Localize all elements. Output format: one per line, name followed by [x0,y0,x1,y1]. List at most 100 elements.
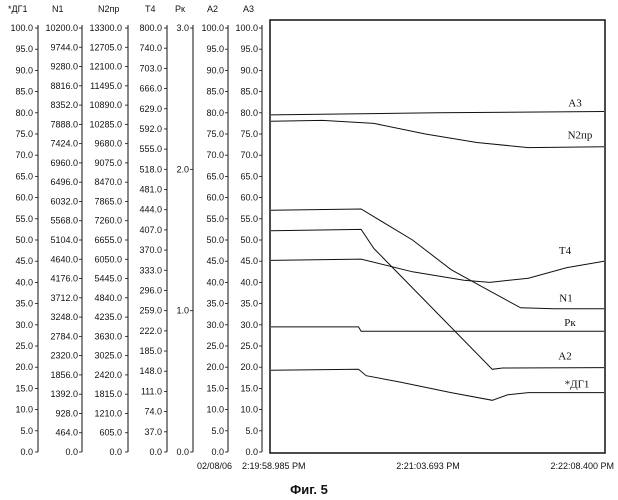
axis-tick-label: 296.0 [139,285,162,295]
axis-tick-label: 50.0 [15,235,33,245]
axis-tick-label: 13300.0 [89,23,122,33]
axis-tick-label: 55.0 [240,214,258,224]
axis-tick-label: 20.0 [240,362,258,372]
axis-tick-label: 80.0 [15,108,33,118]
series-label-t4: T4 [559,245,572,257]
axis-tick-label: 10200.0 [45,23,78,33]
axis-tick-label: 259.0 [139,306,162,316]
date-label: 02/08/06 [197,461,232,471]
axis-tick-label: 0.0 [149,447,162,457]
axis-tick-label: 55.0 [15,214,33,224]
axis-tick-label: 50.0 [240,235,258,245]
axis-tick-label: 6655.0 [94,235,122,245]
axis-a3-title: A3 [243,4,254,14]
axis-a2: A2100.095.090.085.080.075.070.065.060.05… [201,4,228,457]
axis-tick-label: 15.0 [206,383,224,393]
axis-tick-label: 3248.0 [50,312,78,322]
series-label-n2pr: N2пр [568,130,593,142]
axis-tick-label: 60.0 [240,193,258,203]
axis-tick-label: 85.0 [240,87,258,97]
axis-tick-label: 8352.0 [50,100,78,110]
axis-t4: T4800.0740.0703.0666.0629.0592.0555.0518… [139,4,167,457]
label-layer: A3N2прT4N1PкA2*ДГ1 [558,98,593,391]
axis-tick-label: 6960.0 [50,158,78,168]
time-tick-label: 2:22:08.400 PM [550,461,614,471]
series-layer [271,112,604,401]
axis-tick-label: 464.0 [55,428,78,438]
axis-tick-label: 45.0 [15,256,33,266]
axis-tick-label: 370.0 [139,245,162,255]
series-line-dg1 [271,369,604,400]
axis-tick-label: 55.0 [206,214,224,224]
axis-tick-label: 1392.0 [50,389,78,399]
axis-tick-label: 0.0 [245,447,258,457]
axis-tick-label: 2420.0 [94,370,122,380]
series-label-pk: Pк [564,317,576,329]
axis-tick-label: 481.0 [139,185,162,195]
axis-tick-label: 5.0 [211,426,224,436]
axis-tick-label: 1856.0 [50,370,78,380]
axis-t4-title: T4 [145,4,156,14]
axis-tick-label: 5.0 [20,426,33,436]
series-line-pk [271,327,604,331]
axis-tick-label: 8470.0 [94,177,122,187]
axis-tick-label: 629.0 [139,104,162,114]
axis-n1: N110200.09744.09280.08816.08352.07888.07… [45,4,82,457]
axis-tick-label: 9680.0 [94,139,122,149]
axis-tick-label: 35.0 [15,299,33,309]
axis-tick-label: 0.0 [65,447,78,457]
axis-tick-label: 75.0 [15,129,33,139]
axis-tick-label: 3630.0 [94,331,122,341]
axis-tick-label: 100.0 [235,23,258,33]
axis-tick-label: 80.0 [240,108,258,118]
axis-a3: A3100.095.090.085.080.075.070.065.060.05… [235,4,262,457]
axis-dg1: *ДГ1100.095.090.085.080.075.070.065.060.… [8,4,38,457]
series-line-a3 [271,112,604,115]
axis-tick-label: 25.0 [15,341,33,351]
trend-chart: *ДГ1 100.0 95.0 90.0 85.0 80.0 75.0 70.0 65.0 60.… [0,0,618,500]
time-tick-label: 2:19:58.985 PM [242,461,306,471]
axis-tick-label: 111.0 [141,386,162,396]
axis-tick-label: 9744.0 [50,42,78,52]
axis-tick-label: 90.0 [15,65,33,75]
axis-tick-label: 222.0 [139,326,162,336]
axis-tick-label: 6496.0 [50,177,78,187]
axis-tick-label: 2320.0 [50,351,78,361]
series-label-a2: A2 [558,351,571,363]
axis-tick-label: 60.0 [206,193,224,203]
axis-tick-label: 5104.0 [50,235,78,245]
axis-tick-label: 0.0 [20,447,33,457]
axis-tick-label: 518.0 [139,164,162,174]
axis-a2-title: A2 [207,4,218,14]
series-line-n2pr [271,120,604,147]
axis-tick-label: 95.0 [240,44,258,54]
axis-tick-label: 15.0 [15,383,33,393]
axis-tick-label: 9075.0 [94,158,122,168]
axis-tick-label: 80.0 [206,108,224,118]
axis-tick-label: 407.0 [139,225,162,235]
axis-tick-label: 10890.0 [89,100,122,110]
axis-tick-label: 5445.0 [94,274,122,284]
axis-tick-label: 20.0 [206,362,224,372]
axis-tick-label: 0.0 [211,447,224,457]
axis-tick-label: 8816.0 [50,81,78,91]
axis-tick-label: 11495.0 [90,81,122,91]
axis-tick-label: 592.0 [139,124,162,134]
axis-tick-label: 666.0 [139,84,162,94]
axis-tick-label: 40.0 [15,277,33,287]
axis-tick-label: 25.0 [240,341,258,351]
axis-tick-label: 3.0 [176,23,189,33]
axis-tick-label: 75.0 [240,129,258,139]
axis-tick-label: 703.0 [139,63,162,73]
axis-tick-label: 10.0 [240,405,258,415]
axis-tick-label: 65.0 [206,171,224,181]
series-label-dg1: *ДГ1 [565,379,590,391]
axis-tick-label: 605.0 [99,428,122,438]
axis-tick-label: 0.0 [176,447,189,457]
axis-tick-label: 10.0 [206,405,224,415]
axis-tick-label: 30.0 [240,320,258,330]
series-label-n1: N1 [559,293,572,305]
axis-tick-label: 40.0 [206,277,224,287]
axis-tick-label: 70.0 [240,150,258,160]
time-layer: 02/08/062:19:58.985 PM2:21:03.693 PM2:22… [197,461,614,471]
